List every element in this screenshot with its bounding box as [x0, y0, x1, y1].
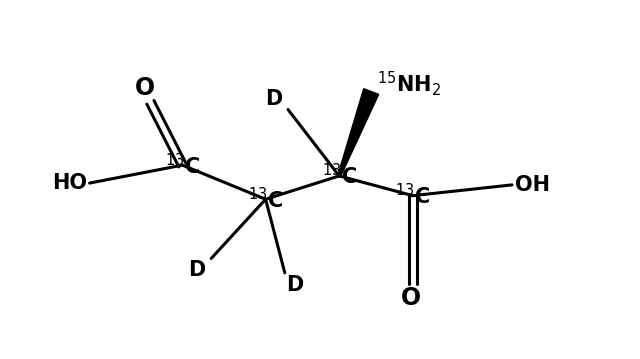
Text: $^{13}$C: $^{13}$C: [395, 183, 431, 208]
Text: OH: OH: [515, 175, 550, 195]
Text: $^{13}$C: $^{13}$C: [321, 163, 357, 188]
Text: $^{13}$C: $^{13}$C: [164, 153, 200, 178]
Polygon shape: [338, 89, 379, 176]
Text: O: O: [401, 286, 421, 309]
Text: $^{13}$C: $^{13}$C: [248, 187, 284, 212]
Text: HO: HO: [52, 173, 87, 193]
Text: O: O: [135, 76, 156, 100]
Text: D: D: [266, 89, 283, 109]
Text: D: D: [286, 275, 303, 295]
Text: D: D: [189, 261, 206, 280]
Text: $^{15}$NH$_2$: $^{15}$NH$_2$: [377, 69, 441, 98]
